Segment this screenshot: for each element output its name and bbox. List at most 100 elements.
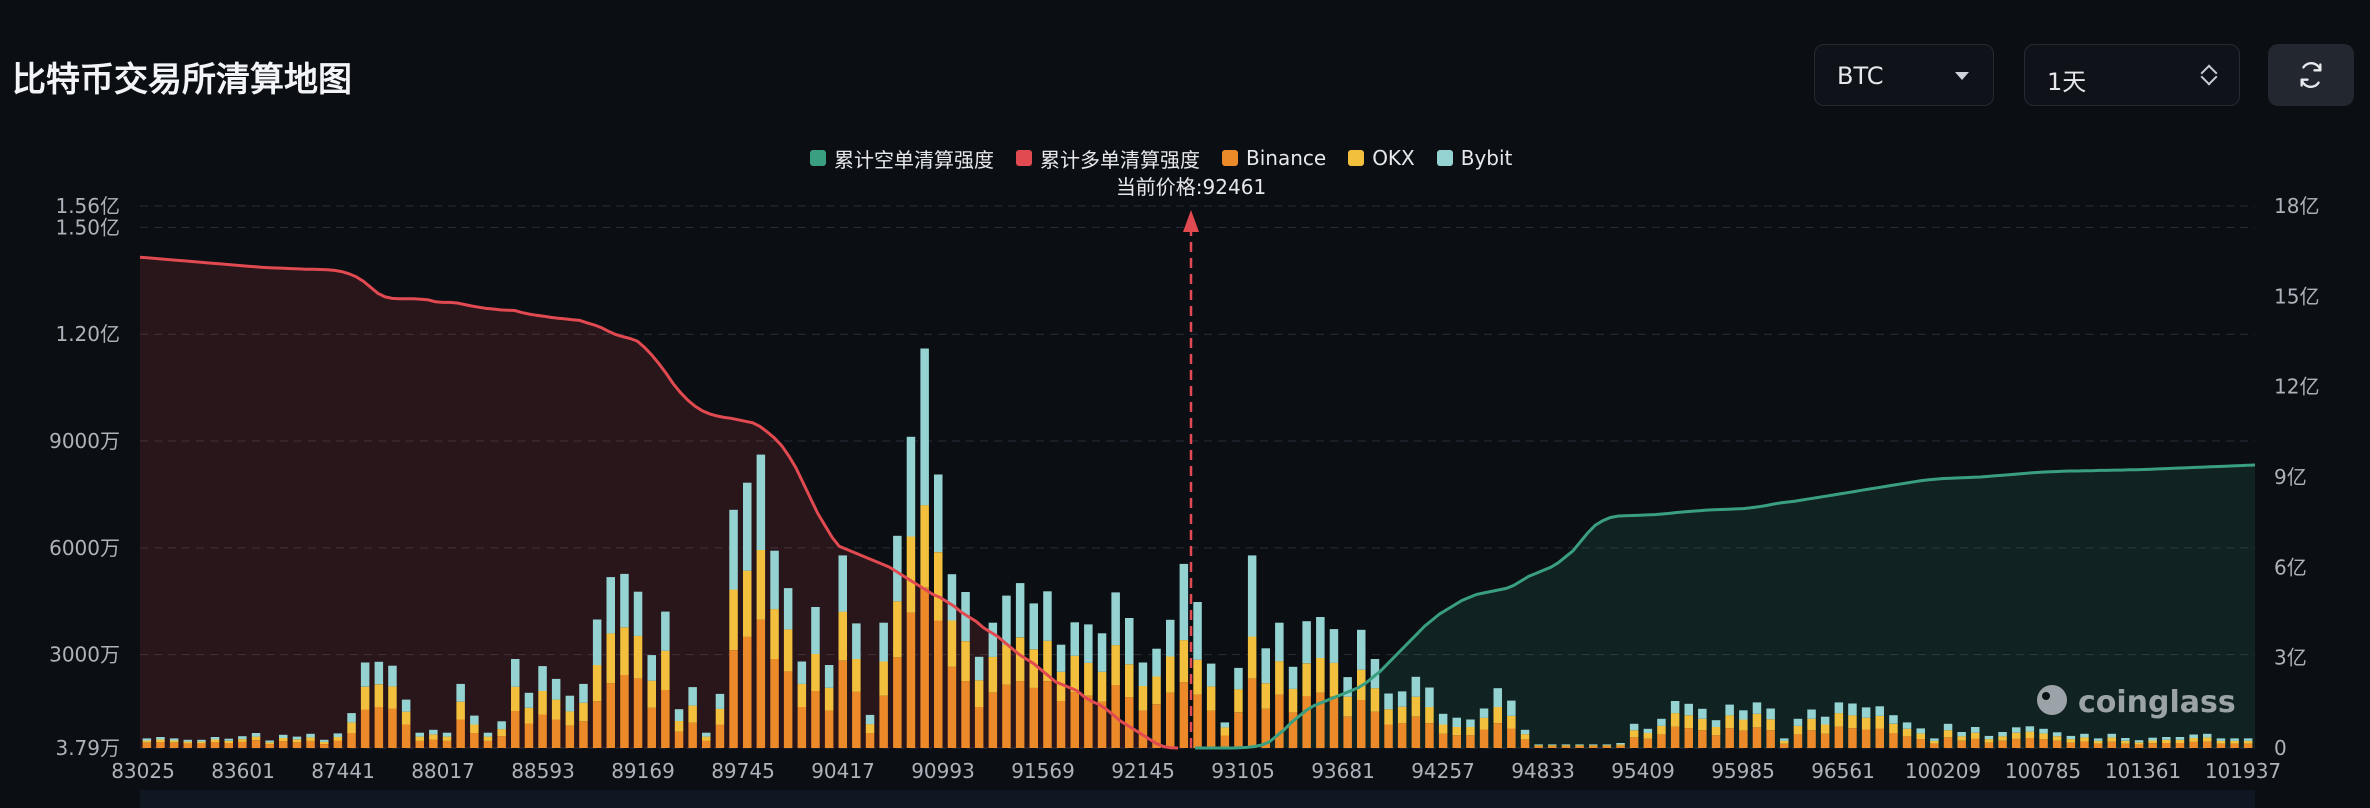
bar-binance bbox=[2066, 742, 2076, 748]
bar-okx bbox=[1943, 730, 1953, 738]
bar-bybit bbox=[374, 661, 384, 685]
bar-bybit bbox=[1589, 744, 1598, 746]
coin-select[interactable]: BTC bbox=[1814, 44, 1994, 106]
bar-binance bbox=[1247, 678, 1257, 748]
current-price-arrow bbox=[1183, 210, 1199, 232]
bar-okx bbox=[2039, 733, 2048, 740]
bar-bybit bbox=[279, 734, 288, 738]
bar-bybit bbox=[797, 661, 807, 684]
bar-bybit bbox=[1097, 633, 1107, 672]
bar-binance bbox=[470, 733, 479, 748]
x-axis-tick-label: 93105 bbox=[1211, 759, 1275, 783]
bar-okx bbox=[238, 739, 247, 742]
bar-binance bbox=[1657, 734, 1666, 748]
bar-bybit bbox=[934, 474, 943, 553]
bar-okx bbox=[920, 505, 929, 588]
x-axis-tick-label: 89169 bbox=[611, 759, 675, 783]
bar-okx bbox=[2162, 739, 2171, 743]
bar-bybit bbox=[1602, 744, 1612, 746]
time-range-value: 1天 bbox=[2047, 68, 2087, 96]
bar-okx bbox=[2148, 740, 2157, 744]
bar-bybit bbox=[2012, 727, 2021, 733]
bar-binance bbox=[360, 709, 370, 748]
bar-binance bbox=[770, 659, 779, 748]
bar-okx bbox=[2052, 736, 2062, 741]
bar-binance bbox=[1329, 696, 1339, 748]
bar-bybit bbox=[1029, 603, 1038, 650]
bar-bybit bbox=[1015, 583, 1025, 638]
bar-binance bbox=[1793, 734, 1803, 748]
bar-okx bbox=[1234, 689, 1243, 713]
bar-bybit bbox=[511, 659, 520, 687]
legend-swatch-long bbox=[1016, 150, 1032, 166]
bar-bybit bbox=[1575, 744, 1584, 746]
bar-bybit bbox=[1179, 563, 1189, 641]
bar-binance bbox=[2175, 743, 2185, 748]
bar-bybit bbox=[702, 732, 711, 737]
bar-bybit bbox=[524, 692, 534, 708]
bar-binance bbox=[251, 740, 261, 748]
bar-binance bbox=[1411, 716, 1421, 748]
bar-bybit bbox=[292, 736, 302, 740]
legend-item-bybit[interactable]: Bybit bbox=[1436, 146, 1512, 170]
bar-binance bbox=[1425, 723, 1434, 748]
bar-okx bbox=[1902, 728, 1912, 737]
current-price-label: 当前价格:92461 bbox=[1116, 175, 1266, 199]
time-range-select[interactable]: 1天 bbox=[2024, 44, 2240, 106]
bar-binance bbox=[1193, 694, 1202, 748]
bar-binance bbox=[197, 743, 206, 748]
short-cumulative-line bbox=[1195, 463, 2256, 750]
bar-okx bbox=[1425, 707, 1434, 723]
bar-okx bbox=[551, 699, 561, 720]
bar-binance bbox=[1397, 723, 1407, 748]
bar-okx bbox=[838, 611, 847, 661]
bar-binance bbox=[743, 636, 752, 748]
legend-item-okx[interactable]: OKX bbox=[1348, 146, 1415, 170]
bar-okx bbox=[2175, 739, 2185, 743]
bar-bybit bbox=[2148, 737, 2157, 741]
legend-item-short[interactable]: 累计空单清算强度 bbox=[810, 144, 994, 173]
bar-okx bbox=[1043, 640, 1052, 681]
bar-bybit bbox=[1166, 619, 1175, 657]
bar-okx bbox=[2012, 732, 2021, 739]
bar-okx bbox=[197, 741, 206, 744]
bar-okx bbox=[1397, 706, 1407, 724]
bar-bybit bbox=[1834, 702, 1844, 714]
legend-label-long: 累计多单清算强度 bbox=[1040, 147, 1200, 172]
x-axis-tick-label: 91569 bbox=[1011, 759, 1075, 783]
bar-okx bbox=[824, 687, 834, 711]
bar-bybit bbox=[251, 733, 261, 737]
bar-binance bbox=[2080, 741, 2089, 748]
bar-binance bbox=[1739, 730, 1748, 748]
bar-bybit bbox=[1411, 676, 1421, 697]
legend-item-binance[interactable]: Binance bbox=[1222, 146, 1326, 170]
bar-okx bbox=[797, 683, 807, 707]
bar-binance bbox=[1616, 745, 1625, 748]
bar-bybit bbox=[579, 683, 588, 703]
bar-bybit bbox=[783, 588, 793, 630]
bar-binance bbox=[1316, 692, 1325, 748]
bar-binance bbox=[1002, 684, 1011, 748]
bar-binance bbox=[279, 741, 288, 748]
bar-bybit bbox=[1316, 617, 1325, 658]
right-axis-tick-label: 0 bbox=[2274, 736, 2287, 760]
bar-okx bbox=[360, 686, 370, 710]
bar-binance bbox=[865, 733, 875, 748]
bar-okx bbox=[1084, 662, 1093, 696]
bar-okx bbox=[538, 691, 547, 715]
bar-okx bbox=[1138, 686, 1148, 711]
legend-item-long[interactable]: 累计多单清算强度 bbox=[1016, 144, 1200, 173]
bar-okx bbox=[702, 736, 711, 741]
bar-okx bbox=[224, 740, 233, 743]
bar-binance bbox=[1507, 728, 1516, 748]
bar-bybit bbox=[824, 665, 834, 688]
bar-binance bbox=[1452, 735, 1461, 748]
refresh-button[interactable] bbox=[2268, 44, 2354, 106]
bar-okx bbox=[1766, 719, 1775, 731]
bar-binance bbox=[579, 721, 588, 748]
bar-binance bbox=[1971, 738, 1980, 748]
x-axis-tick-label: 89745 bbox=[711, 759, 775, 783]
bar-binance bbox=[511, 711, 520, 748]
bar-bybit bbox=[1698, 708, 1707, 719]
bar-bybit bbox=[1193, 602, 1202, 660]
